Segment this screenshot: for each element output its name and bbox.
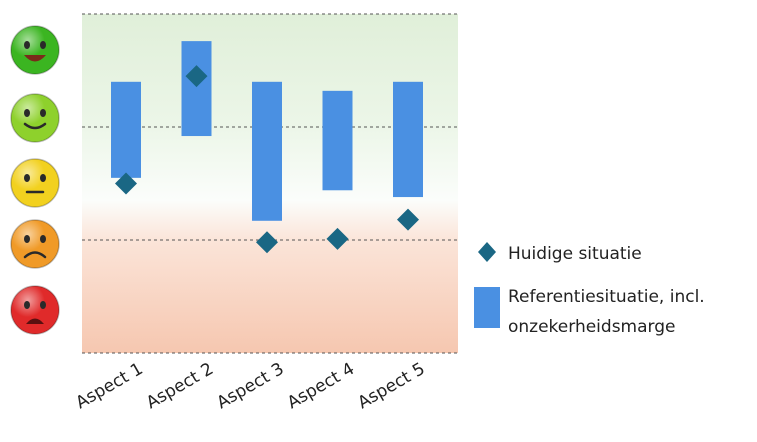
range-bar [322, 90, 353, 191]
face-eye-right [40, 109, 46, 117]
diamond-marker [256, 231, 278, 254]
neutral-face-icon [10, 158, 60, 208]
happy-face-icon [10, 93, 60, 143]
range-bar [393, 81, 423, 198]
face-shine [11, 220, 59, 268]
face-eye-right [40, 301, 46, 309]
legend-label-referentie: Referentiesituatie, incl. [508, 287, 705, 307]
face-mouth [24, 55, 46, 62]
face-shine [11, 286, 59, 334]
unhappy-face-icon [10, 219, 60, 269]
face-eye-right [40, 235, 46, 243]
range-bar [252, 81, 282, 221]
diamond-marker [397, 208, 419, 231]
face-mouth [23, 251, 47, 259]
range-bar [181, 41, 212, 137]
diamond-marker [185, 65, 208, 88]
very-unhappy-face-icon [10, 285, 60, 335]
face-eye-right [40, 41, 46, 49]
face-eye-left [24, 174, 30, 182]
legend-item-referentie: Referentiesituatie, incl. onzekerheidsma… [474, 287, 705, 337]
face-shine [11, 26, 59, 74]
face-eye-right [40, 174, 46, 182]
face-shine [11, 94, 59, 142]
bar-icon [474, 287, 500, 328]
diamond-marker [115, 172, 137, 195]
y-axis-faces [10, 25, 60, 335]
face-shine [11, 159, 59, 207]
legend-item-huidige: Huidige situatie [478, 242, 642, 264]
x-tick-label: Aspect 3 [213, 359, 287, 413]
legend-label-huidige: Huidige situatie [508, 244, 642, 264]
face-eye-left [24, 41, 30, 49]
face-mouth [26, 318, 44, 324]
legend-label-referentie-2: onzekerheidsmarge [508, 317, 675, 337]
diamond-marker [326, 227, 349, 250]
x-tick-label: Aspect 1 [72, 359, 146, 413]
x-tick-label: Aspect 2 [143, 359, 217, 413]
x-tick-label: Aspect 5 [354, 359, 428, 413]
face-eye-left [24, 301, 30, 309]
bars-layer [111, 41, 423, 221]
points-layer [115, 65, 419, 254]
face-eye-left [24, 109, 30, 117]
x-tick-label: Aspect 4 [284, 359, 358, 413]
diamond-icon [478, 242, 496, 262]
face-eye-left [24, 235, 30, 243]
very-happy-face-icon [10, 25, 60, 75]
legend: Huidige situatie Referentiesituatie, inc… [474, 242, 705, 337]
range-bar [111, 81, 141, 178]
face-mouth [23, 122, 47, 130]
